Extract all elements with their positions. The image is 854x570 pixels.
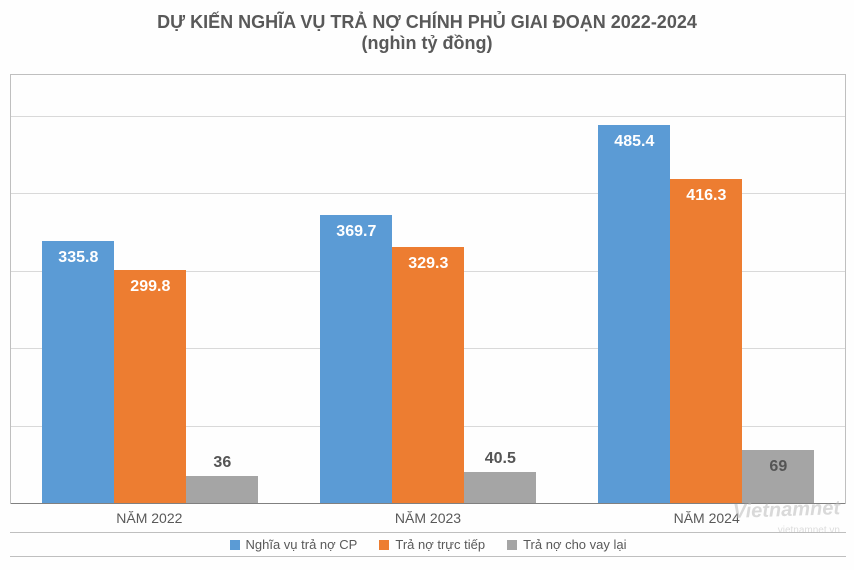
bar: 485.4 — [598, 125, 670, 504]
x-axis-label: NĂM 2022 — [10, 504, 289, 526]
x-axis-label: NĂM 2023 — [289, 504, 568, 526]
bar: 369.7 — [320, 215, 392, 504]
chart-container: DỰ KIẾN NGHĨA VỤ TRẢ NỢ CHÍNH PHỦ GIAI Đ… — [0, 0, 854, 570]
bar-group: 485.4 416.3 69 — [567, 75, 845, 504]
bar: 69 — [742, 450, 814, 504]
legend: Nghĩa vụ trả nợ CP Trả nợ trực tiếp Trả nợ… — [10, 532, 846, 557]
bar-group: 335.8299.8 36 — [11, 75, 289, 504]
bar-value-label: 40.5 — [464, 450, 536, 468]
legend-item: Trả nợ trực tiếp — [379, 537, 485, 552]
legend-swatch-icon — [379, 540, 389, 550]
bar-groups: 335.8299.8 36 369.7329.3 40.5 485.4 416.3 69 — [11, 75, 845, 504]
legend-item: Trả nợ cho vay lại — [507, 537, 626, 552]
bar: 36 — [186, 476, 258, 504]
bar: 299.8 — [114, 270, 186, 504]
bar-value-label: 369.7 — [320, 223, 392, 241]
legend-item: Nghĩa vụ trả nợ CP — [230, 537, 358, 552]
bar-value-label: 335.8 — [42, 249, 114, 267]
bar-value-label: 299.8 — [114, 278, 186, 296]
bar-value-label: 485.4 — [598, 133, 670, 151]
x-axis-label: NĂM 2024 — [567, 504, 846, 526]
legend-label: Trả nợ trực tiếp — [395, 537, 485, 552]
legend-swatch-icon — [507, 540, 517, 550]
bar-value-label: 36 — [186, 454, 258, 472]
chart-subtitle: (nghìn tỷ đồng) — [8, 33, 846, 54]
legend-label: Nghĩa vụ trả nợ CP — [246, 537, 358, 552]
bar-value-label: 416.3 — [670, 187, 742, 205]
bar: 40.5 — [464, 472, 536, 504]
x-axis-labels: NĂM 2022NĂM 2023NĂM 2024 — [10, 504, 846, 526]
bar-group: 369.7329.3 40.5 — [289, 75, 567, 504]
chart-title: DỰ KIẾN NGHĨA VỤ TRẢ NỢ CHÍNH PHỦ GIAI Đ… — [8, 12, 846, 33]
bar-value-label: 329.3 — [392, 255, 464, 273]
bar: 416.3 — [670, 179, 742, 504]
legend-swatch-icon — [230, 540, 240, 550]
x-axis-line — [11, 503, 845, 504]
plot-area: 335.8299.8 36 369.7329.3 40.5 485.4 416.3 69 — [10, 74, 846, 504]
chart-title-block: DỰ KIẾN NGHĨA VỤ TRẢ NỢ CHÍNH PHỦ GIAI Đ… — [8, 12, 846, 54]
legend-label: Trả nợ cho vay lại — [523, 537, 626, 552]
bar: 335.8 — [42, 241, 114, 504]
bar: 329.3 — [392, 247, 464, 504]
bar-value-label: 69 — [742, 458, 814, 476]
